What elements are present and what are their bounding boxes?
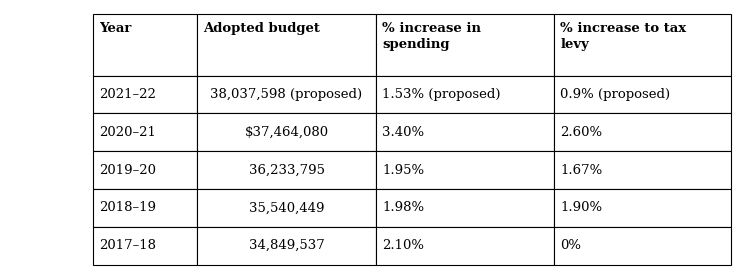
Text: % increase to tax
levy: % increase to tax levy (560, 22, 686, 52)
Text: 2021–22: 2021–22 (99, 88, 156, 101)
Bar (376, 227, 554, 265)
Text: 1.98%: 1.98% (382, 201, 424, 214)
Text: Adopted budget: Adopted budget (203, 22, 320, 35)
Text: 38,037,598 (proposed): 38,037,598 (proposed) (211, 88, 363, 101)
Bar (376, 151, 554, 189)
Text: % increase in
spending: % increase in spending (382, 22, 481, 52)
Bar (376, 76, 554, 113)
Bar (93, 76, 197, 113)
Text: 2.60%: 2.60% (560, 126, 603, 139)
Bar (93, 189, 197, 227)
Text: 0%: 0% (560, 239, 581, 252)
Bar (93, 113, 197, 151)
Text: 1.53% (proposed): 1.53% (proposed) (382, 88, 501, 101)
Bar (197, 151, 376, 189)
Bar (554, 76, 731, 113)
Text: Year: Year (99, 22, 131, 35)
Bar (197, 113, 376, 151)
Bar (197, 227, 376, 265)
Text: 36,233,795: 36,233,795 (249, 164, 324, 177)
Text: 1.67%: 1.67% (560, 164, 603, 177)
Bar (197, 76, 376, 113)
Bar (554, 189, 731, 227)
Bar (93, 14, 197, 76)
Text: 2.10%: 2.10% (382, 239, 424, 252)
Text: 2017–18: 2017–18 (99, 239, 156, 252)
Bar (554, 227, 731, 265)
Bar (554, 14, 731, 76)
Text: 1.90%: 1.90% (560, 201, 603, 214)
Bar (376, 14, 554, 76)
Bar (554, 151, 731, 189)
Bar (376, 189, 554, 227)
Text: 0.9% (proposed): 0.9% (proposed) (560, 88, 670, 101)
Text: 2020–21: 2020–21 (99, 126, 156, 139)
Text: 35,540,449: 35,540,449 (249, 201, 324, 214)
Text: $37,464,080: $37,464,080 (245, 126, 329, 139)
Bar (376, 113, 554, 151)
Bar (93, 151, 197, 189)
Text: 2019–20: 2019–20 (99, 164, 156, 177)
Bar (93, 227, 197, 265)
Text: 1.95%: 1.95% (382, 164, 424, 177)
Text: 2018–19: 2018–19 (99, 201, 156, 214)
Bar (197, 14, 376, 76)
Text: 34,849,537: 34,849,537 (249, 239, 324, 252)
Bar (197, 189, 376, 227)
Text: 3.40%: 3.40% (382, 126, 424, 139)
Bar (554, 113, 731, 151)
